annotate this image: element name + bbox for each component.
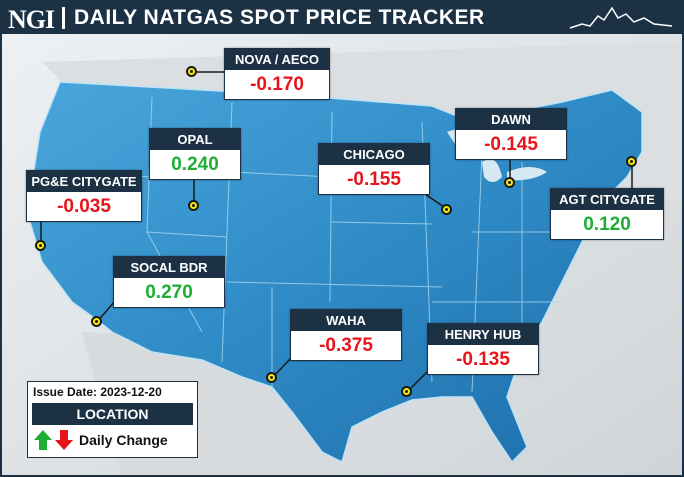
hub-marker-pge-citygate[interactable] — [35, 240, 46, 251]
hub-change: -0.155 — [319, 165, 429, 194]
arrow-down-icon — [55, 430, 73, 450]
hub-change: -0.145 — [456, 130, 566, 159]
hub-marker-socal-bdr[interactable] — [91, 316, 102, 327]
hub-name: DAWN — [456, 109, 566, 130]
hub-name: HENRY HUB — [428, 324, 538, 345]
hub-change: -0.170 — [225, 70, 329, 99]
hub-marker-opal[interactable] — [188, 200, 199, 211]
hub-box-opal[interactable]: OPAL 0.240 — [149, 128, 241, 180]
hub-marker-waha[interactable] — [266, 372, 277, 383]
hub-change: 0.120 — [551, 210, 663, 239]
ngi-logo: NGI — [8, 5, 55, 34]
legend-daily-change: Daily Change — [28, 425, 197, 455]
hub-change: 0.240 — [150, 150, 240, 179]
hub-change: -0.135 — [428, 345, 538, 374]
hub-box-pge-citygate[interactable]: PG&E CITYGATE -0.035 — [26, 170, 142, 222]
hub-marker-henry-hub[interactable] — [401, 386, 412, 397]
hub-box-socal-bdr[interactable]: SOCAL BDR 0.270 — [113, 256, 225, 308]
arrow-up-icon — [34, 430, 52, 450]
hub-name: NOVA / AECO — [225, 49, 329, 70]
hub-change: -0.035 — [27, 192, 141, 221]
logo-divider — [62, 7, 65, 29]
hub-box-henry-hub[interactable]: HENRY HUB -0.135 — [427, 323, 539, 375]
legend-location: LOCATION — [32, 403, 193, 425]
daily-change-label: Daily Change — [79, 432, 168, 448]
canada-land — [42, 42, 682, 202]
hub-marker-chicago[interactable] — [441, 204, 452, 215]
hub-box-dawn[interactable]: DAWN -0.145 — [455, 108, 567, 160]
hub-marker-dawn[interactable] — [504, 177, 515, 188]
hub-box-agt-citygate[interactable]: AGT CITYGATE 0.120 — [550, 188, 664, 240]
hub-box-nova-aeco[interactable]: NOVA / AECO -0.170 — [224, 48, 330, 100]
hub-name: WAHA — [291, 310, 401, 331]
hub-name: PG&E CITYGATE — [27, 171, 141, 192]
hub-name: OPAL — [150, 129, 240, 150]
header: NGI DAILY NATGAS SPOT PRICE TRACKER — [2, 2, 682, 34]
legend: Issue Date: 2023-12-20 LOCATION Daily Ch… — [27, 381, 198, 458]
hub-box-waha[interactable]: WAHA -0.375 — [290, 309, 402, 361]
hub-marker-nova-aeco[interactable] — [186, 66, 197, 77]
hub-box-chicago[interactable]: CHICAGO -0.155 — [318, 143, 430, 195]
hub-change: 0.270 — [114, 278, 224, 307]
sparkline-icon — [569, 6, 673, 29]
issue-date: Issue Date: 2023-12-20 — [33, 385, 162, 399]
hub-marker-agt-citygate[interactable] — [626, 156, 637, 167]
hub-change: -0.375 — [291, 331, 401, 360]
hub-name: CHICAGO — [319, 144, 429, 165]
hub-name: SOCAL BDR — [114, 257, 224, 278]
hub-name: AGT CITYGATE — [551, 189, 663, 210]
page-title: DAILY NATGAS SPOT PRICE TRACKER — [74, 6, 485, 29]
